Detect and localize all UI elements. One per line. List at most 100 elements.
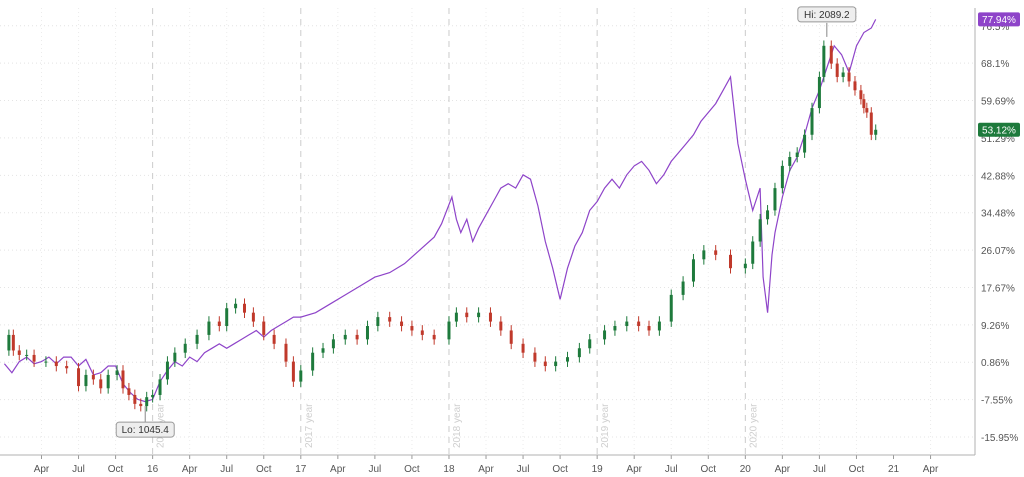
candle-body	[751, 241, 755, 264]
candle-body	[99, 379, 103, 389]
y-tick-label: 76.5%	[981, 22, 1009, 33]
x-tick-label: Jul	[665, 464, 678, 475]
x-tick-label: Apr	[330, 464, 346, 475]
x-tick-label: Oct	[404, 464, 420, 475]
candle-body	[613, 326, 617, 331]
candle-body	[874, 129, 878, 135]
candle-body	[321, 348, 325, 353]
y-tick-label: 42.88%	[981, 171, 1015, 182]
candle-body	[803, 134, 807, 153]
comparison-line	[3, 19, 877, 403]
candle-body	[121, 370, 125, 389]
candle-body	[115, 370, 119, 375]
candle-body	[291, 361, 295, 382]
y-tick-label: 59.69%	[981, 97, 1015, 108]
last-value-badges: 77.94% 53.12%	[978, 12, 1020, 137]
candle-body	[625, 321, 629, 327]
candle-body	[788, 157, 792, 166]
y-tick-label: 34.48%	[981, 209, 1015, 220]
x-tick-label: Oct	[256, 464, 272, 475]
candle-body	[862, 99, 866, 109]
year-label: 2018 year	[452, 403, 463, 448]
candle-body	[702, 250, 706, 260]
candle-body	[637, 321, 641, 327]
candle-body	[865, 108, 869, 113]
candle-body	[853, 81, 857, 91]
comparison-line-series	[3, 19, 877, 403]
candle-body	[647, 326, 651, 331]
y-tick-label: -15.95%	[981, 433, 1018, 444]
candle-body	[355, 334, 359, 340]
candle-body	[251, 312, 255, 322]
callout-label: Lo: 1045.4	[122, 425, 170, 436]
candle-body	[773, 188, 777, 211]
candle-body	[681, 281, 685, 295]
candle-body	[17, 350, 21, 355]
year-label: 2020 year	[748, 403, 759, 448]
candle-body	[133, 394, 137, 404]
candle-body	[25, 354, 29, 356]
x-tick-label: 18	[443, 464, 455, 475]
candle-body	[11, 334, 15, 351]
y-tick-label: 26.07%	[981, 246, 1015, 257]
candle-body	[829, 45, 833, 64]
x-tick-label: Apr	[34, 464, 50, 475]
candle-body	[262, 321, 266, 335]
x-tick-label: Jul	[368, 464, 381, 475]
last-value-badge-text: 77.94%	[982, 15, 1016, 26]
y-tick-label: -7.55%	[981, 396, 1013, 407]
candle-body	[432, 334, 436, 340]
candle-body	[766, 210, 770, 220]
year-label: 2017 year	[304, 403, 315, 448]
candle-body	[847, 72, 851, 82]
candle-body	[543, 361, 547, 367]
x-tick-label: 20	[740, 464, 752, 475]
axes: 76.5% 68.1% 59.69% 51.29% 42.88% 34.48% 26.07%…	[0, 8, 1018, 475]
candle-body	[77, 368, 81, 387]
candle-body	[91, 374, 95, 380]
candle-body	[869, 112, 873, 135]
x-tick-label: 16	[147, 464, 159, 475]
candle-body	[299, 370, 303, 382]
candle-body	[195, 334, 199, 344]
candle-body	[343, 334, 347, 340]
candle-body	[420, 330, 424, 335]
candle-body	[365, 326, 369, 340]
year-label: 2019 year	[600, 403, 611, 448]
candle-body	[183, 343, 187, 353]
candle-body	[603, 330, 607, 340]
candle-body	[311, 352, 315, 371]
last-value-badge	[978, 12, 1020, 27]
candle-body	[139, 403, 143, 407]
candle-body	[758, 219, 762, 242]
candle-body	[835, 63, 839, 77]
candle-body	[410, 326, 414, 331]
candle-body	[780, 165, 784, 189]
candle-body	[657, 321, 661, 331]
x-tick-label: 19	[592, 464, 604, 475]
x-tick-label: Oct	[552, 464, 568, 475]
candle-body	[714, 250, 718, 255]
y-tick-label: 9.26%	[981, 321, 1009, 332]
x-tick-label: Jul	[220, 464, 233, 475]
callout-box	[797, 6, 857, 23]
candle-body	[499, 321, 503, 331]
x-tick-label: Apr	[923, 464, 939, 475]
callout-box	[115, 421, 175, 438]
candle-body	[566, 357, 570, 362]
y-tick-label: 51.29%	[981, 134, 1015, 145]
candle-body	[127, 388, 131, 395]
candle-body	[810, 108, 814, 135]
x-tick-label: 17	[295, 464, 307, 475]
candle-body	[554, 361, 558, 367]
y-tick-label: 68.1%	[981, 59, 1009, 70]
candle-body	[795, 152, 799, 157]
candle-body	[859, 90, 863, 100]
candle-body	[158, 379, 162, 395]
last-value-badge	[978, 122, 1020, 137]
candle-body	[447, 321, 451, 340]
candle-body	[454, 312, 458, 322]
candle-body	[173, 352, 177, 362]
